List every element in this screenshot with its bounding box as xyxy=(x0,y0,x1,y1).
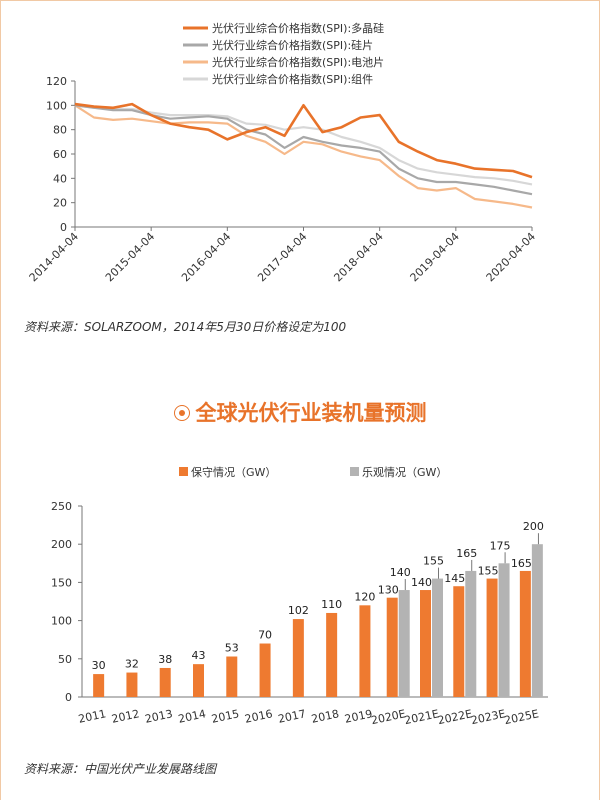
x-tick-label: 2019 xyxy=(343,707,373,726)
series-line-2 xyxy=(74,104,533,209)
data-label-conservative: 43 xyxy=(192,649,206,662)
data-label-conservative: 140 xyxy=(411,576,432,589)
data-label-conservative: 155 xyxy=(478,565,499,578)
x-tick-label: 2014 xyxy=(177,707,207,726)
y-tick-label: 0 xyxy=(65,691,72,704)
x-tick-label: 2012 xyxy=(110,707,140,726)
legend-label-conservative: 保守情况（GW） xyxy=(191,465,276,479)
series-line-1 xyxy=(74,104,533,196)
data-label-optimistic: 175 xyxy=(490,539,511,552)
data-label-conservative: 130 xyxy=(378,584,399,597)
y-tick-label: 120 xyxy=(46,75,67,88)
x-tick-label: 2016-04-04 xyxy=(179,230,233,284)
x-tick-label: 2017-04-04 xyxy=(255,230,309,284)
bar-conservative-2011 xyxy=(93,674,105,697)
bar-conservative-2023E xyxy=(486,578,498,697)
data-label-conservative: 70 xyxy=(258,629,272,642)
bar-conservative-2015 xyxy=(226,656,238,697)
top-border xyxy=(0,0,600,1)
y-tick-label: 20 xyxy=(53,197,67,210)
bar-optimistic-2025E xyxy=(531,544,543,697)
bar-optimistic-2021E xyxy=(432,578,443,697)
y-tick-label: 250 xyxy=(51,500,72,513)
data-label-conservative: 165 xyxy=(511,557,532,570)
bullet-circle-icon xyxy=(173,404,190,421)
data-label-optimistic: 165 xyxy=(456,547,477,560)
section-title-text: 全球光伏行业装机量预测 xyxy=(195,400,427,425)
data-label-conservative: 145 xyxy=(444,572,465,585)
bar-conservative-2014 xyxy=(193,664,204,697)
y-tick-label: 200 xyxy=(51,538,72,551)
bar-conservative-2017 xyxy=(292,619,304,697)
y-tick-label: 80 xyxy=(53,124,67,137)
y-tick-label: 100 xyxy=(46,99,67,112)
data-label-conservative: 32 xyxy=(125,658,139,671)
data-label-conservative: 120 xyxy=(354,590,375,603)
bar-conservative-2019 xyxy=(359,605,371,697)
x-tick-label: 2013 xyxy=(144,707,174,726)
pv-installation-forecast-bar-chart: 保守情况（GW） 乐观情况（GW） 0 50 100 150 200 250 30 2011 32 2… xyxy=(51,465,548,727)
source-note-1: 资料来源：SOLARZOOM，2014年5月30日价格设定为100 xyxy=(24,320,347,334)
x-tick-label: 2019-04-04 xyxy=(408,230,462,284)
bar-conservative-2025E xyxy=(519,570,531,697)
x-tick-label: 2016 xyxy=(244,707,274,726)
legend-label-3: 光伏行业综合价格指数(SPI):组件 xyxy=(212,72,373,86)
x-tick-label: 2015 xyxy=(210,707,240,726)
data-label-optimistic: 140 xyxy=(390,566,411,579)
bar-optimistic-2022E xyxy=(465,570,477,697)
bar-conservative-2012 xyxy=(126,672,138,697)
y-tick-label: 100 xyxy=(51,615,72,628)
x-tick-label: 2011 xyxy=(77,707,107,726)
y-tick-label: 0 xyxy=(60,221,67,234)
x-tick-label: 2020-04-04 xyxy=(484,230,538,284)
legend-label-0: 光伏行业综合价格指数(SPI):多晶硅 xyxy=(212,21,384,35)
series-line-0 xyxy=(74,102,533,179)
x-tick-label: 2018-04-04 xyxy=(331,230,385,284)
data-label-conservative: 38 xyxy=(158,653,172,666)
legend-swatch-conservative xyxy=(179,467,188,476)
x-tick-label: 2021E xyxy=(403,707,440,727)
x-tick-label: 2020E xyxy=(370,707,407,727)
x-tick-label: 2025E xyxy=(503,707,540,727)
y-tick-label: 50 xyxy=(58,653,72,666)
data-label-optimistic: 200 xyxy=(523,520,544,533)
x-tick-label: 2023E xyxy=(470,707,507,727)
y-tick-label: 150 xyxy=(51,576,72,589)
x-tick-label: 2014-04-04 xyxy=(27,230,81,284)
spi-price-index-line-chart: 光伏行业综合价格指数(SPI):多晶硅光伏行业综合价格指数(SPI):硅片光伏行… xyxy=(27,21,538,284)
x-tick-label: 2022E xyxy=(437,707,474,727)
data-label-optimistic: 155 xyxy=(423,555,444,568)
x-tick-label: 2018 xyxy=(310,707,340,726)
legend-swatch-optimistic xyxy=(350,467,359,476)
bar-optimistic-2020E xyxy=(398,590,410,697)
series-line-3 xyxy=(74,104,533,186)
y-tick-label: 40 xyxy=(53,172,67,185)
section-title: 全球光伏行业装机量预测 xyxy=(0,397,600,427)
data-label-conservative: 53 xyxy=(225,642,239,655)
bar-conservative-2018 xyxy=(326,612,338,697)
bar-conservative-2016 xyxy=(259,643,271,697)
y-tick-label: 60 xyxy=(53,148,67,161)
legend-label-optimistic: 乐观情况（GW） xyxy=(362,466,447,479)
data-label-conservative: 102 xyxy=(288,604,309,617)
legend-label-1: 光伏行业综合价格指数(SPI):硅片 xyxy=(212,38,373,52)
bar-optimistic-2023E xyxy=(498,563,510,697)
x-tick-label: 2017 xyxy=(277,707,307,726)
bar-conservative-2020E xyxy=(386,597,398,697)
x-tick-label: 2015-04-04 xyxy=(103,230,157,284)
data-label-conservative: 110 xyxy=(321,598,342,611)
bar-conservative-2022E xyxy=(453,586,465,697)
bar-conservative-2013 xyxy=(159,667,171,697)
legend-label-2: 光伏行业综合价格指数(SPI):电池片 xyxy=(212,55,384,69)
data-label-conservative: 30 xyxy=(92,659,106,672)
source-note-2: 资料来源：中国光伏产业发展路线图 xyxy=(24,762,217,776)
bar-conservative-2021E xyxy=(420,590,431,697)
